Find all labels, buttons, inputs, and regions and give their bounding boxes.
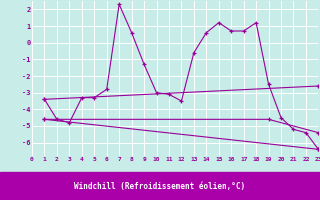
Text: Windchill (Refroidissement éolien,°C): Windchill (Refroidissement éolien,°C) bbox=[75, 182, 245, 190]
